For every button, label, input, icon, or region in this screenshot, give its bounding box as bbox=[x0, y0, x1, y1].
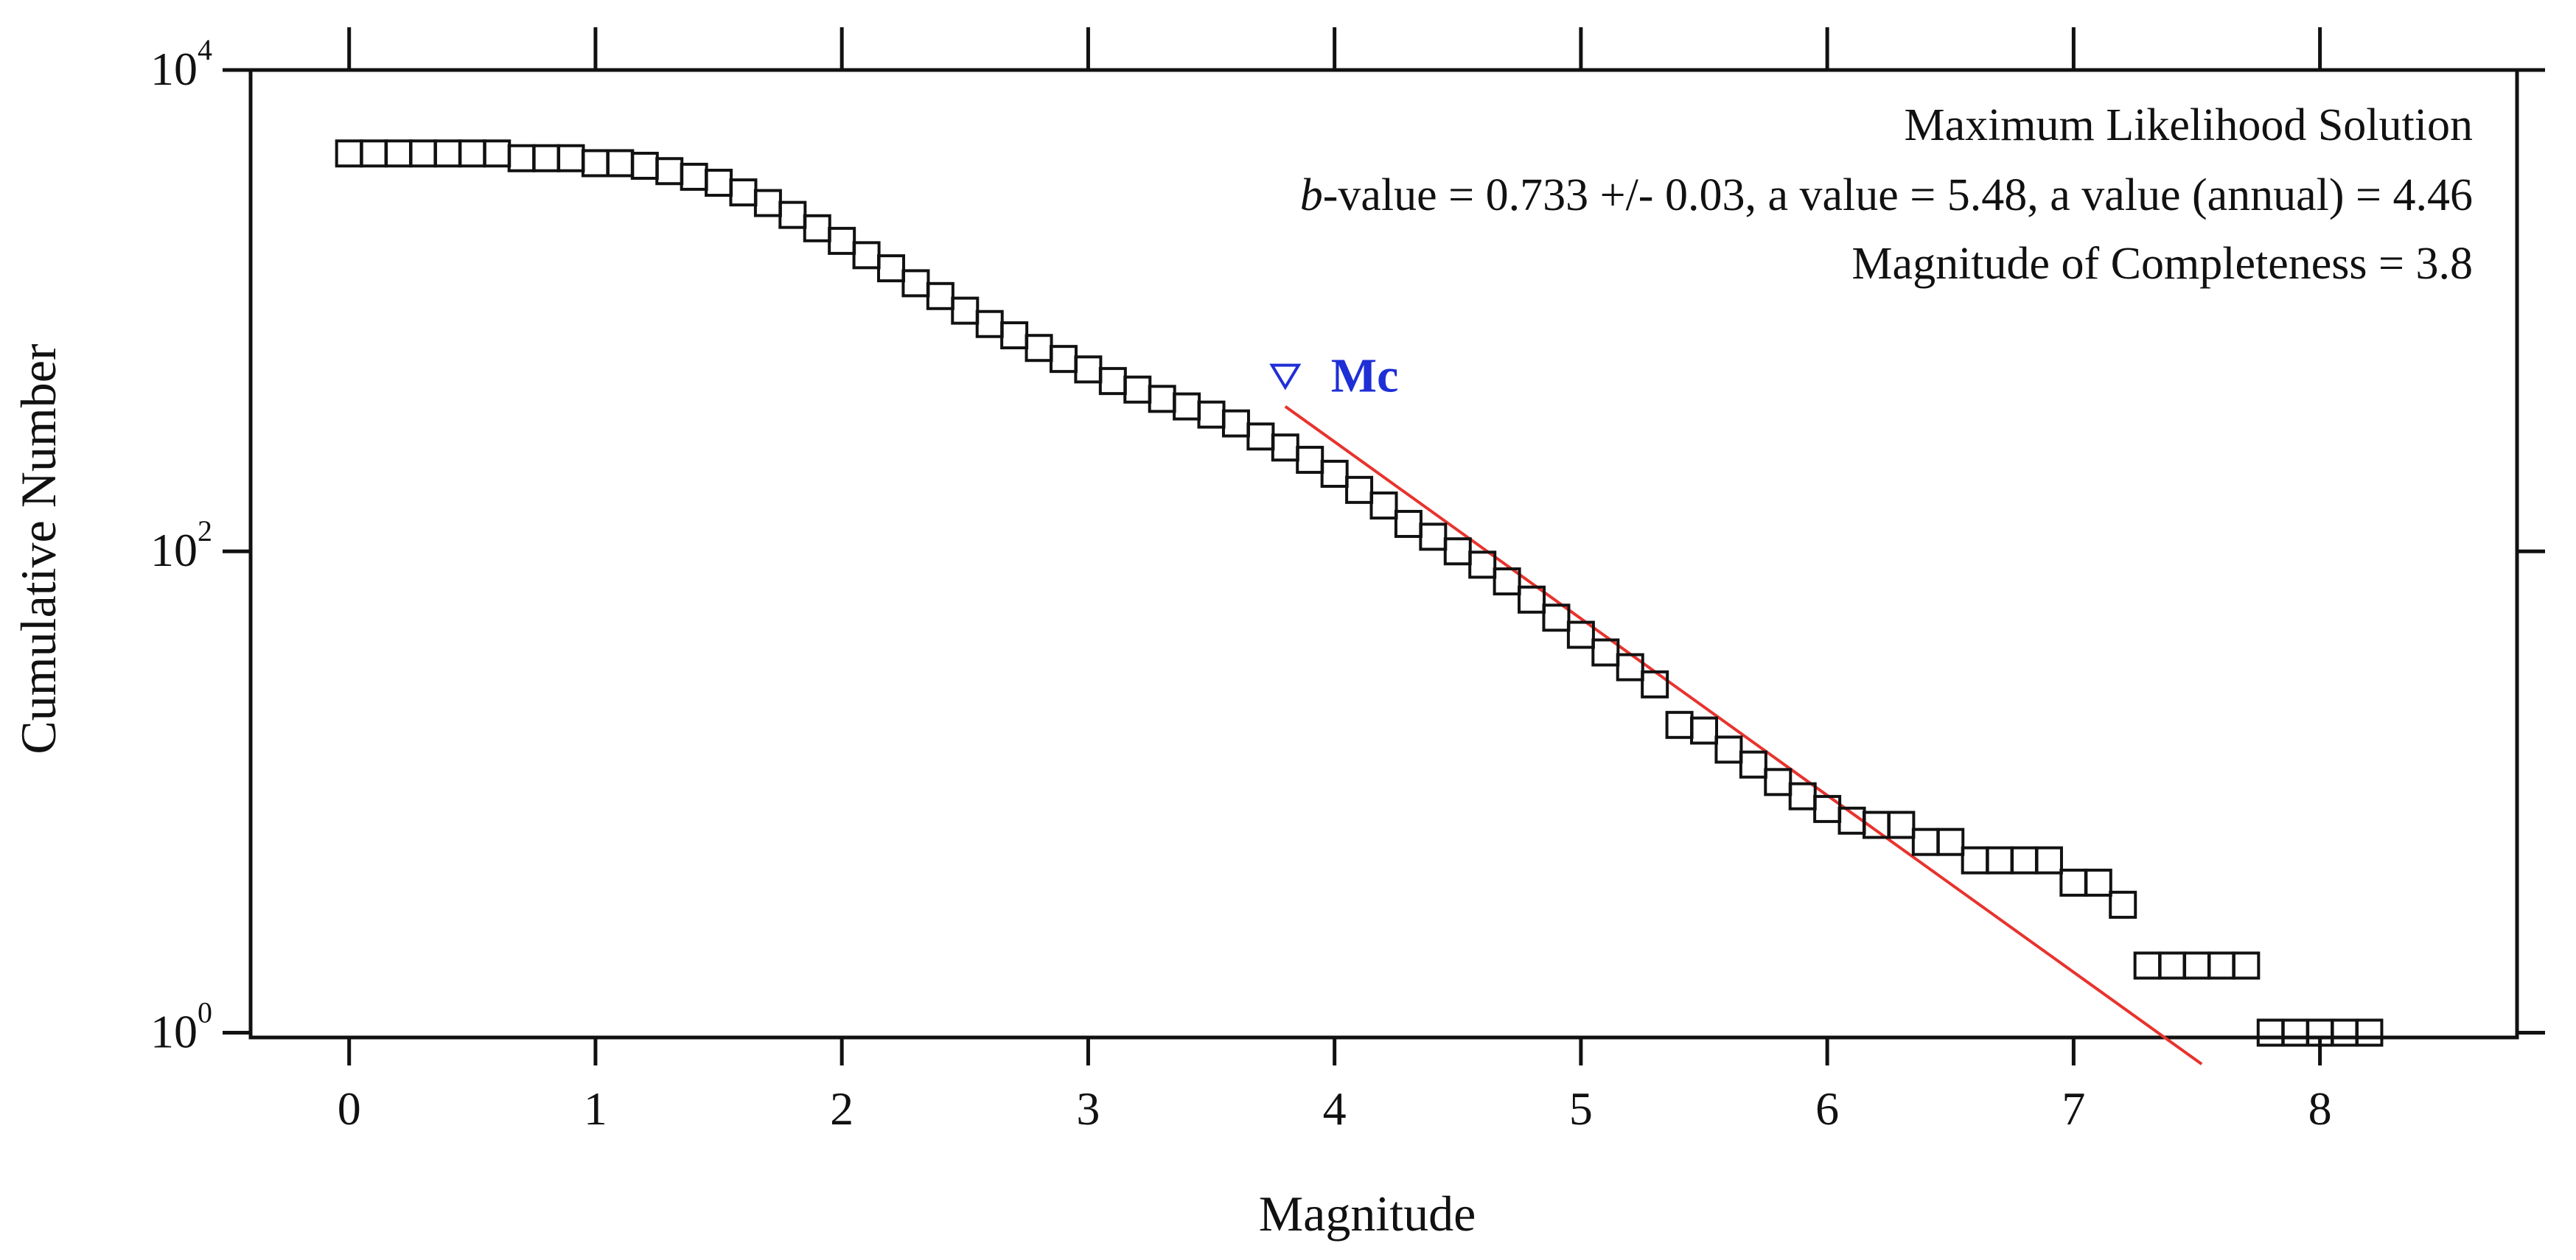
x-tick-label: 3 bbox=[1076, 1082, 1100, 1135]
data-point bbox=[1369, 491, 1398, 520]
data-point bbox=[1518, 585, 1546, 614]
x-tick-label: 5 bbox=[1569, 1082, 1593, 1135]
x-tick-label: 1 bbox=[584, 1082, 607, 1135]
annotation-b-rest: -value = 0.733 +/- 0.03, a value = 5.48,… bbox=[1323, 170, 2473, 220]
data-point bbox=[1320, 459, 1349, 488]
x-tick-label: 4 bbox=[1323, 1082, 1347, 1135]
data-point bbox=[828, 226, 856, 255]
plot-frame bbox=[248, 68, 2519, 1040]
data-point bbox=[2355, 1018, 2384, 1047]
data-point bbox=[1764, 768, 1793, 797]
data-point bbox=[1566, 620, 1595, 649]
tick-labels: 0 1 2 3 4 5 6 7 8 100 102 104 bbox=[150, 33, 2332, 1135]
data-point bbox=[926, 281, 954, 310]
annotation-title: Maximum Likelihood Solution bbox=[1904, 100, 2473, 150]
data-points bbox=[335, 139, 2384, 1047]
data-point bbox=[2109, 890, 2137, 919]
mc-marker-icon bbox=[1269, 363, 1302, 391]
data-point bbox=[2034, 846, 2063, 875]
axis-ticks bbox=[223, 27, 2545, 1065]
x-tick-label: 7 bbox=[2062, 1082, 2085, 1135]
data-point bbox=[1542, 603, 1571, 632]
y-tick-label: 102 bbox=[150, 514, 212, 576]
mc-label: Mc bbox=[1331, 349, 1399, 403]
data-point bbox=[1345, 475, 1374, 504]
annotation-b-value: b-value = 0.733 +/- 0.03, a value = 5.48… bbox=[1300, 170, 2473, 220]
annotation-b-italic: b bbox=[1300, 170, 1323, 220]
x-axis-title: Magnitude bbox=[1259, 1186, 1476, 1242]
data-point bbox=[877, 254, 906, 283]
data-point bbox=[2232, 951, 2261, 980]
data-point bbox=[1887, 811, 1916, 839]
data-point bbox=[1739, 750, 1767, 779]
data-point bbox=[1714, 735, 1743, 764]
data-point bbox=[1641, 670, 1669, 699]
annotation-completeness: Magnitude of Completeness = 3.8 bbox=[1851, 239, 2473, 289]
data-point bbox=[1936, 827, 1965, 856]
x-tick-label: 6 bbox=[1815, 1082, 1839, 1135]
mc-marker-group: Mc bbox=[1269, 349, 1399, 403]
y-axis-title: Cumulative Number bbox=[10, 343, 66, 754]
x-tick-label: 0 bbox=[338, 1082, 361, 1135]
fit-line-group bbox=[1284, 405, 2203, 1065]
data-point bbox=[1419, 522, 1448, 551]
x-tick-label: 8 bbox=[2308, 1082, 2332, 1135]
fit-line bbox=[1284, 405, 2203, 1065]
data-point bbox=[1616, 653, 1644, 682]
data-point bbox=[1493, 567, 1521, 596]
x-tick-label: 2 bbox=[830, 1082, 854, 1135]
data-point bbox=[1690, 716, 1719, 745]
data-point bbox=[2084, 868, 2112, 897]
plot-border bbox=[248, 68, 2519, 1040]
y-tick-label: 100 bbox=[150, 995, 212, 1057]
data-point bbox=[1468, 550, 1497, 579]
y-tick-label: 104 bbox=[150, 33, 212, 95]
data-point bbox=[1591, 638, 1620, 667]
